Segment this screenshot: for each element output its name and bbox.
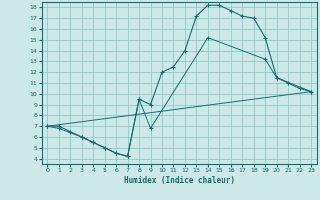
X-axis label: Humidex (Indice chaleur): Humidex (Indice chaleur) (124, 176, 235, 185)
